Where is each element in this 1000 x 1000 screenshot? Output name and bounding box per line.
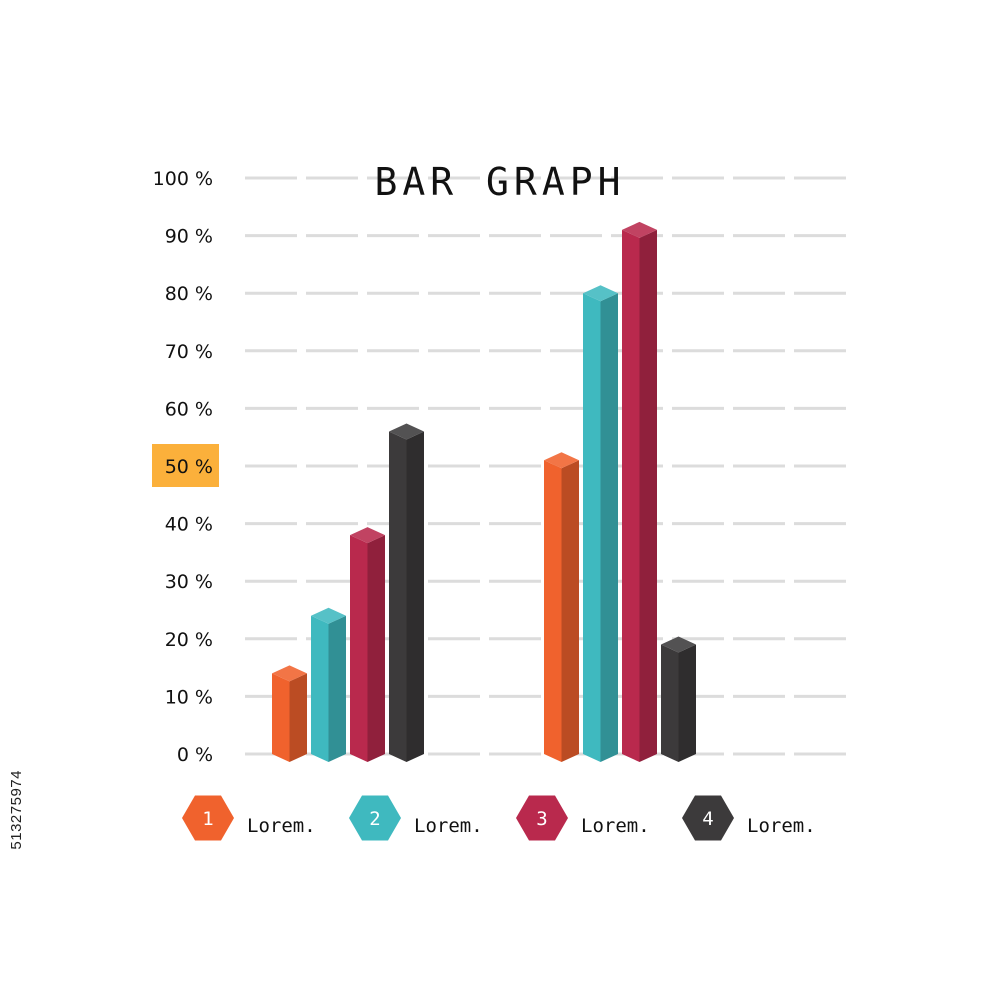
- y-axis-ticks: 0 % 10 % 20 % 30 % 40 % 50 % 60 % 70 % 80 % 90 % 1…: [152, 168, 219, 766]
- bar-face-left: [389, 431, 407, 762]
- chart-title: BAR GRAPH: [375, 160, 626, 204]
- bars: [272, 221, 696, 763]
- bar-face-right: [561, 460, 579, 762]
- legend: 1 Lorem. 2 Lorem. 3 Lorem. 4 Lorem.: [182, 795, 816, 841]
- bar: [622, 221, 657, 763]
- bar-top: [622, 221, 657, 238]
- legend-label: Lorem.: [247, 815, 316, 837]
- legend-item: 1 Lorem.: [182, 795, 316, 841]
- bar: [311, 607, 346, 762]
- bar-face-right: [289, 673, 307, 762]
- bar-top: [311, 607, 346, 624]
- y-tick-label: 50 %: [165, 456, 213, 478]
- tick-highlight: [152, 444, 219, 487]
- legend-label: Lorem.: [581, 815, 650, 837]
- legend-hexagon: [516, 795, 568, 841]
- y-tick-label: 20 %: [165, 629, 213, 651]
- legend-number: 3: [536, 808, 547, 830]
- legend-item: 2 Lorem.: [349, 795, 483, 841]
- y-tick-label: 10 %: [165, 686, 213, 708]
- grid-lines: [245, 176, 848, 756]
- y-tick-label: 100 %: [153, 168, 213, 190]
- bar: [272, 665, 307, 762]
- bar-top: [272, 665, 307, 682]
- bar: [350, 527, 385, 762]
- legend-number: 4: [702, 808, 713, 830]
- bar-top: [350, 527, 385, 544]
- legend-item: 4 Lorem.: [682, 795, 816, 841]
- y-tick-label: 0 %: [177, 744, 213, 766]
- legend-number: 2: [369, 808, 380, 830]
- bar-face-right: [406, 431, 424, 762]
- y-tick-label: 40 %: [165, 514, 213, 536]
- bar-face-right: [328, 615, 346, 762]
- bar-face-left: [350, 535, 368, 762]
- bar-face-left: [583, 293, 601, 762]
- y-tick-label: 30 %: [165, 571, 213, 593]
- bar-face-right: [639, 229, 657, 763]
- y-tick-label: 70 %: [165, 341, 213, 363]
- legend-label: Lorem.: [747, 815, 816, 837]
- y-tick-label: 60 %: [165, 398, 213, 420]
- legend-hexagon: [182, 795, 234, 841]
- bar: [544, 452, 579, 762]
- y-tick-label: 80 %: [165, 283, 213, 305]
- bar-face-left: [622, 229, 640, 763]
- bar-face-left: [272, 673, 290, 762]
- bar-top: [544, 452, 579, 469]
- bar-face-right: [600, 293, 618, 762]
- legend-label: Lorem.: [414, 815, 483, 837]
- bar-face-left: [311, 615, 329, 762]
- bar-face-right: [367, 535, 385, 762]
- bar-top: [583, 285, 618, 302]
- bar-face-left: [661, 644, 679, 762]
- bar-face-left: [544, 460, 562, 762]
- legend-item: 3 Lorem.: [516, 795, 650, 841]
- bar: [583, 285, 618, 762]
- bar-top: [661, 636, 696, 653]
- legend-number: 1: [202, 808, 213, 830]
- bar-top: [389, 423, 424, 440]
- legend-hexagon: [349, 795, 401, 841]
- stock-id: 513275974: [8, 770, 25, 850]
- bar-face-right: [678, 644, 696, 762]
- y-tick-label: 90 %: [165, 226, 213, 248]
- bar: [389, 423, 424, 762]
- bar: [661, 636, 696, 762]
- legend-hexagon: [682, 795, 734, 841]
